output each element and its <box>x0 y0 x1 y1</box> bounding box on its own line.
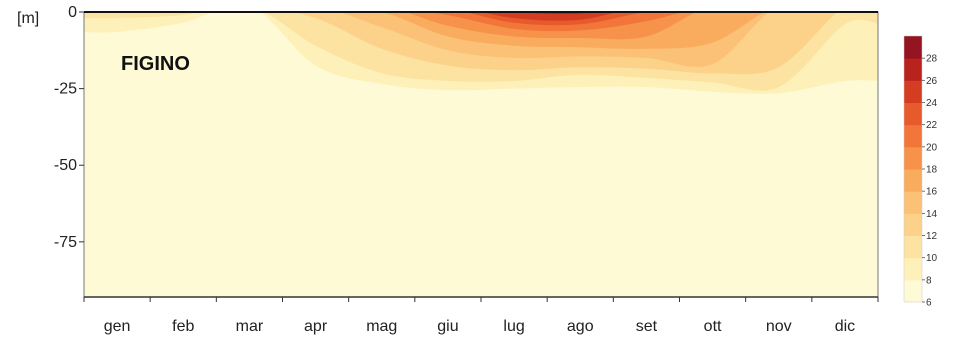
colorbar-tick-label: 18 <box>926 165 938 176</box>
colorbar-segment <box>904 257 922 281</box>
colorbar-segment <box>904 36 922 59</box>
colorbar: 6 8 10 12 14 16 18 20 22 24 26 28 <box>903 35 938 309</box>
colorbar-segment <box>904 213 922 236</box>
colorbar-tick-label: 26 <box>926 76 938 87</box>
colorbar-segment <box>904 279 922 303</box>
colorbar-tick-label: 20 <box>926 142 938 153</box>
y-axis-label: [m] <box>17 10 39 27</box>
x-tick-label: feb <box>172 318 194 335</box>
colorbar-segment <box>904 235 922 259</box>
colorbar-segment <box>904 191 922 214</box>
colorbar-segment <box>904 146 922 170</box>
colorbar-tick-label: 16 <box>926 187 938 198</box>
colorbar-tick-label: 14 <box>926 209 938 220</box>
y-tick-label: 0 <box>68 4 77 21</box>
x-tick-label: giu <box>437 318 458 335</box>
colorbar-segment <box>904 124 922 148</box>
x-tick-label: mar <box>236 318 264 335</box>
x-tick-label: lug <box>503 318 524 335</box>
x-tick-label: set <box>636 318 658 335</box>
x-tick-label: ott <box>704 318 722 335</box>
x-tick-label: gen <box>104 318 131 335</box>
colorbar-tick-label: 6 <box>926 298 932 309</box>
x-tick-label: nov <box>766 318 792 335</box>
x-tick-label: mag <box>366 318 397 335</box>
contour-band-24 <box>481 12 617 21</box>
colorbar-tick-label: 22 <box>926 120 938 131</box>
x-tick-label: dic <box>835 318 855 335</box>
colorbar-tick-label: 24 <box>926 98 938 109</box>
colorbar-segment <box>904 102 922 126</box>
chart-title: FIGINO <box>121 53 190 75</box>
axes-layer: gen feb mar apr mag giu lug ago set ott nov dic 0 -25… <box>54 4 879 335</box>
x-tick-label: apr <box>304 318 328 335</box>
y-tick-label: -75 <box>54 234 77 251</box>
colorbar-segment <box>904 58 922 81</box>
x-tick-label: ago <box>567 318 594 335</box>
colorbar-segment <box>904 169 922 192</box>
colorbar-segment <box>904 80 922 103</box>
colorbar-tick-label: 10 <box>926 253 938 264</box>
y-tick-label: -25 <box>54 81 77 98</box>
colorbar-tick-label: 8 <box>926 275 932 286</box>
contour-layer <box>84 12 878 94</box>
colorbar-tick-label: 28 <box>926 54 938 65</box>
colorbar-tick-label: 12 <box>926 231 938 242</box>
y-tick-label: -50 <box>54 157 77 174</box>
